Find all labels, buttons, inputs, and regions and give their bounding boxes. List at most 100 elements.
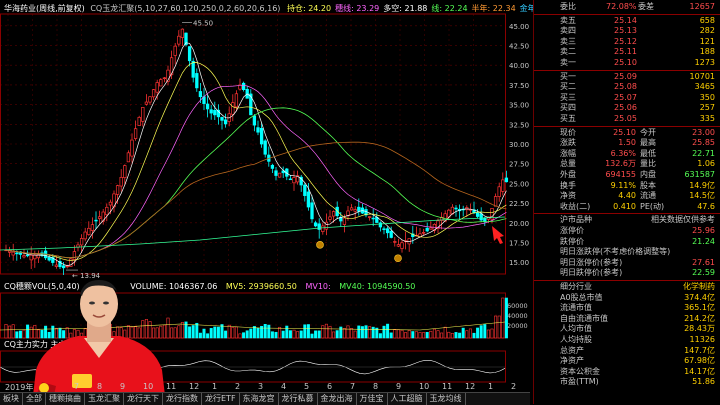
volume-bar (213, 326, 217, 339)
candle-body (299, 176, 303, 186)
fundamental-value: 67.98亿 (684, 356, 715, 366)
main-force-panel-frame (0, 350, 506, 383)
volume-bar (54, 327, 58, 339)
volume-bar (458, 332, 462, 339)
volume-bar (267, 324, 271, 339)
volume-bar (22, 329, 26, 339)
candle-body (396, 244, 401, 247)
candle-body (342, 217, 347, 225)
ask-label: 卖三 (560, 36, 576, 46)
bottom-tab-7[interactable]: 东海龙宫 (239, 393, 279, 405)
kline-chart-area[interactable]: 华海药业(周线,前复权) CQ玉龙汇聚(5,10,27,60,120,250,0… (0, 0, 605, 405)
fundamental-label: 资本公积金 (560, 366, 600, 376)
bottom-tab-8[interactable]: 龙行私募 (278, 393, 318, 405)
volume-bar (443, 326, 447, 339)
fundamental-label: 自由流通市值 (560, 313, 608, 323)
x-axis-month-label: 9 (120, 382, 126, 391)
bid-price: 25.09 (614, 71, 637, 81)
ref-label: 涨停价 (560, 226, 584, 235)
x-axis-month-label: 10 (419, 382, 430, 391)
candle-body (123, 165, 127, 178)
volume-bar (490, 328, 494, 339)
cursor-arrow-icon (492, 226, 504, 244)
indicator-value-0: 持仓: 24.20 (286, 4, 332, 13)
commission-diff-value: 12657 (689, 2, 715, 11)
bottom-tab-0[interactable]: 板块 (0, 393, 23, 405)
bottom-tab-10[interactable]: 万佳宝 (356, 393, 388, 405)
bottom-tab-5[interactable]: 龙行指数 (163, 393, 202, 405)
ref-label: 明日跌停价(参考) (560, 268, 623, 278)
low-price-annotation: ← 13.94 (72, 272, 101, 280)
x-axis-month-label: 5 (304, 382, 310, 391)
quote-label: 涨幅 (560, 148, 576, 158)
bottom-tab-4[interactable]: 龙行天下 (124, 393, 163, 405)
candle-body (155, 82, 159, 93)
candle-body (159, 79, 163, 87)
candle-body (259, 127, 264, 145)
quote-row: 涨跌 1.50 最高 25.85 (534, 138, 720, 149)
bottom-tab-6[interactable]: 龙行ETF (202, 393, 240, 405)
fundamental-value: 28.43万 (684, 324, 715, 334)
fundamental-row: 总资产 147.7亿 (534, 346, 720, 357)
ask-label: 卖五 (560, 15, 576, 25)
bid-label: 买一 (560, 71, 576, 81)
quote-label-2: 流通 (640, 191, 656, 201)
candle-body (223, 119, 228, 125)
ask-price: 25.13 (614, 26, 637, 36)
indicator-name: CQ玉龙汇聚(5,10,27,60,120,250,0,2,60,20,6,16… (90, 4, 281, 13)
volume-bar (483, 324, 487, 339)
commission-diff-label: 委差 (638, 2, 654, 11)
volume-bar (130, 326, 134, 339)
candle-body (173, 45, 177, 56)
quote-value-2: 23.00 (692, 127, 715, 137)
candle-body (72, 251, 77, 260)
volume-bar (155, 327, 159, 339)
candle-body (504, 177, 509, 183)
bottom-tab-3[interactable]: 玉龙汇聚 (85, 393, 124, 405)
ask-price: 25.10 (614, 58, 637, 67)
candle-body (22, 255, 26, 258)
bottom-tab-1[interactable]: 全部 (23, 393, 46, 405)
bottom-tab-9[interactable]: 金龙出海 (317, 393, 357, 405)
bottom-tab-2[interactable]: 穗颗搞曲 (46, 393, 85, 405)
volume-bar (429, 330, 433, 339)
stock-name: 华海药业(周线,前复权) (4, 4, 85, 13)
candle-body (130, 139, 134, 157)
x-axis-month-label: 12 (465, 382, 476, 391)
candle-body (256, 127, 260, 133)
fundamental-row: 资本公积金 14.17亿 (534, 367, 720, 378)
volume-axis-label: 40000 (507, 312, 528, 320)
volume-bar (306, 324, 310, 339)
signal-coin-icon (394, 254, 402, 263)
fundamental-label: 净资产 (560, 356, 584, 366)
candle-body (238, 84, 242, 90)
x-axis-month-label: 10 (143, 382, 154, 391)
volume-bar (378, 333, 382, 339)
x-axis-month-label: 11 (166, 382, 177, 391)
volume-bar (242, 332, 246, 339)
kline-svg[interactable]: 45.00 42.50 40.00 37.50 35.00 32.50 30.00 27.50… (0, 12, 530, 404)
volume-header: CQ穗颗VOL(5,0,40) VOLUME: 1046367.06 MV5: … (4, 280, 529, 293)
indicator-value-4: 半年: 22.34 (471, 4, 516, 13)
quote-value-2: 25.85 (692, 138, 715, 148)
candle-body (303, 184, 307, 196)
volume-bar (389, 332, 393, 339)
volume-bar (33, 325, 37, 339)
volume-bar (58, 327, 62, 339)
candle-body (101, 211, 105, 222)
candle-body (371, 217, 375, 220)
candle-body (389, 230, 393, 238)
fundamental-label: 人均市值 (560, 324, 592, 334)
x-axis-month-label: 4 (281, 382, 287, 391)
bottom-tab-12[interactable]: 玉龙均线 (426, 393, 466, 405)
bottom-tab-11[interactable]: 人工超脑 (387, 393, 427, 405)
quote-value-2: 14.9亿 (689, 180, 715, 190)
volume-bar (11, 324, 15, 339)
quote-value-2: 631587 (684, 170, 715, 179)
price-axis-label: 40.00 (509, 62, 529, 70)
volume-bar (148, 321, 152, 339)
fundamental-row: 流通市值 365.1亿 (534, 303, 720, 314)
volume-bar (278, 326, 282, 339)
ask-row: 卖五 25.14 658 (534, 16, 720, 27)
ref-value: 25.96 (692, 226, 715, 235)
